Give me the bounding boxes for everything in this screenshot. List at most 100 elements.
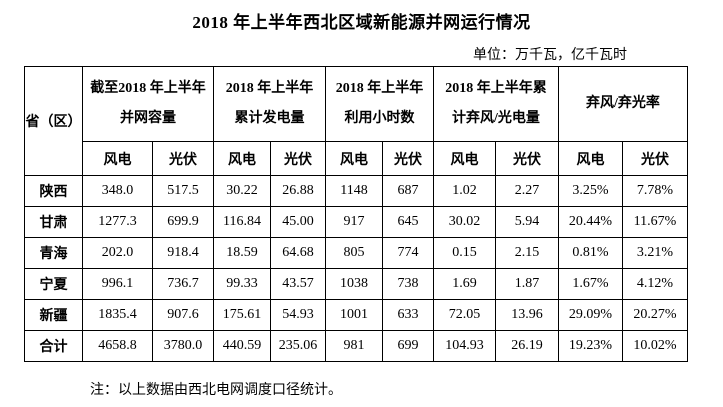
group-header-curtailment-rate: 弃风/弃光率 [558, 66, 688, 142]
table-cell: 918.4 [152, 237, 214, 269]
table-cell: 5.94 [495, 206, 559, 238]
group-header-line: 利用小时数 [344, 111, 415, 126]
table-cell: 116.84 [213, 206, 271, 238]
table-cell: 774 [382, 237, 434, 269]
sub-header-solar: 光伏 [495, 141, 559, 176]
table-cell: 1277.3 [82, 206, 153, 238]
sub-header-wind: 风电 [433, 141, 496, 176]
table-cell: 43.57 [270, 268, 326, 300]
group-header-line: 2018 年上半年 [225, 81, 314, 96]
table-cell: 20.27% [622, 299, 688, 331]
sub-header-solar: 光伏 [382, 141, 434, 176]
table-cell: 633 [382, 299, 434, 331]
table-cell: 1001 [325, 299, 383, 331]
table-cell: 1835.4 [82, 299, 153, 331]
table-cell: 736.7 [152, 268, 214, 300]
table-cell: 348.0 [82, 175, 153, 207]
table-cell: 30.02 [433, 206, 496, 238]
sub-header-wind: 风电 [213, 141, 271, 176]
table-cell: 3780.0 [152, 330, 214, 362]
table-cell: 699.9 [152, 206, 214, 238]
table-cell: 235.06 [270, 330, 326, 362]
table-row-qinghai: 青海 202.0 918.4 18.59 64.68 805 774 0.15 … [24, 237, 688, 269]
table-cell: 3.21% [622, 237, 688, 269]
table-cell: 26.19 [495, 330, 559, 362]
unit-note: 单位：万千瓦，亿千瓦时 [473, 48, 627, 63]
sub-header-wind: 风电 [325, 141, 383, 176]
sub-header-row: 风电 光伏 风电 光伏 风电 光伏 风电 光伏 风电 光伏 [25, 141, 688, 176]
row-header: 青海 [24, 237, 83, 269]
table-row-shaanxi: 陕西 348.0 517.5 30.22 26.88 1148 687 1.02… [24, 175, 688, 207]
table-cell: 4.12% [622, 268, 688, 300]
table-cell: 13.96 [495, 299, 559, 331]
table-cell: 517.5 [152, 175, 214, 207]
group-header-line: 截至2018 年上半年 [90, 81, 206, 96]
table-cell: 907.6 [152, 299, 214, 331]
table-cell: 72.05 [433, 299, 496, 331]
table-cell: 917 [325, 206, 383, 238]
table-cell: 1.69 [433, 268, 496, 300]
table-cell: 645 [382, 206, 434, 238]
table-row-total: 合计 4658.8 3780.0 440.59 235.06 981 699 1… [24, 330, 688, 362]
group-header-grid-capacity: 截至2018 年上半年 并网容量 [82, 66, 214, 142]
group-header-line: 计弃风/光电量 [452, 111, 540, 126]
group-header-curtailed-energy: 2018 年上半年累 计弃风/光电量 [433, 66, 559, 142]
table-cell: 0.15 [433, 237, 496, 269]
footnote: 注：以上数据由西北电网调度口径统计。 [90, 383, 342, 398]
group-header-row: 省（区） 截至2018 年上半年 并网容量 2018 年上半年 累计发电量 20… [24, 66, 688, 176]
table-cell: 687 [382, 175, 434, 207]
table-cell: 175.61 [213, 299, 271, 331]
table-cell: 54.93 [270, 299, 326, 331]
table-cell: 2.15 [495, 237, 559, 269]
table-cell: 104.93 [433, 330, 496, 362]
table-cell: 26.88 [270, 175, 326, 207]
row-header: 甘肃 [24, 206, 83, 238]
group-header-line: 并网容量 [120, 111, 176, 126]
table-cell: 99.33 [213, 268, 271, 300]
table-cell: 1038 [325, 268, 383, 300]
table-cell: 7.78% [622, 175, 688, 207]
table-cell: 45.00 [270, 206, 326, 238]
table-cell: 738 [382, 268, 434, 300]
table-cell: 19.23% [558, 330, 623, 362]
row-header: 宁夏 [24, 268, 83, 300]
group-header-generation: 2018 年上半年 累计发电量 [213, 66, 326, 142]
table-cell: 11.67% [622, 206, 688, 238]
group-header-line: 弃风/弃光率 [586, 96, 660, 111]
sub-header-solar: 光伏 [622, 141, 688, 176]
table-cell: 996.1 [82, 268, 153, 300]
table-cell: 20.44% [558, 206, 623, 238]
table-row-xinjiang: 新疆 1835.4 907.6 175.61 54.93 1001 633 72… [24, 299, 688, 331]
table-cell: 18.59 [213, 237, 271, 269]
sub-header-wind: 风电 [558, 141, 623, 176]
corner-header: 省（区） [24, 66, 83, 176]
row-header: 新疆 [24, 299, 83, 331]
table-row-ningxia: 宁夏 996.1 736.7 99.33 43.57 1038 738 1.69… [24, 268, 688, 300]
table-row-gansu: 甘肃 1277.3 699.9 116.84 45.00 917 645 30.… [24, 206, 688, 238]
page-title: 2018 年上半年西北区域新能源并网运行情况 [192, 13, 531, 32]
row-header: 合计 [24, 330, 83, 362]
table-cell: 64.68 [270, 237, 326, 269]
table-cell: 1148 [325, 175, 383, 207]
group-header-line: 2018 年上半年累 [445, 81, 547, 96]
table-cell: 1.67% [558, 268, 623, 300]
table-cell: 805 [325, 237, 383, 269]
table-cell: 4658.8 [82, 330, 153, 362]
group-header-utilization-hours: 2018 年上半年 利用小时数 [325, 66, 434, 142]
table-cell: 10.02% [622, 330, 688, 362]
group-header-line: 累计发电量 [234, 111, 305, 126]
table-cell: 440.59 [213, 330, 271, 362]
table-cell: 202.0 [82, 237, 153, 269]
group-header-line: 2018 年上半年 [335, 81, 424, 96]
table-cell: 30.22 [213, 175, 271, 207]
table-cell: 1.02 [433, 175, 496, 207]
row-header: 陕西 [24, 175, 83, 207]
table-cell: 3.25% [558, 175, 623, 207]
table-cell: 2.27 [495, 175, 559, 207]
data-table: 省（区） 截至2018 年上半年 并网容量 2018 年上半年 累计发电量 20… [24, 66, 688, 362]
sub-header-solar: 光伏 [270, 141, 326, 176]
sub-header-wind: 风电 [82, 141, 153, 176]
table-cell: 981 [325, 330, 383, 362]
table-cell: 699 [382, 330, 434, 362]
